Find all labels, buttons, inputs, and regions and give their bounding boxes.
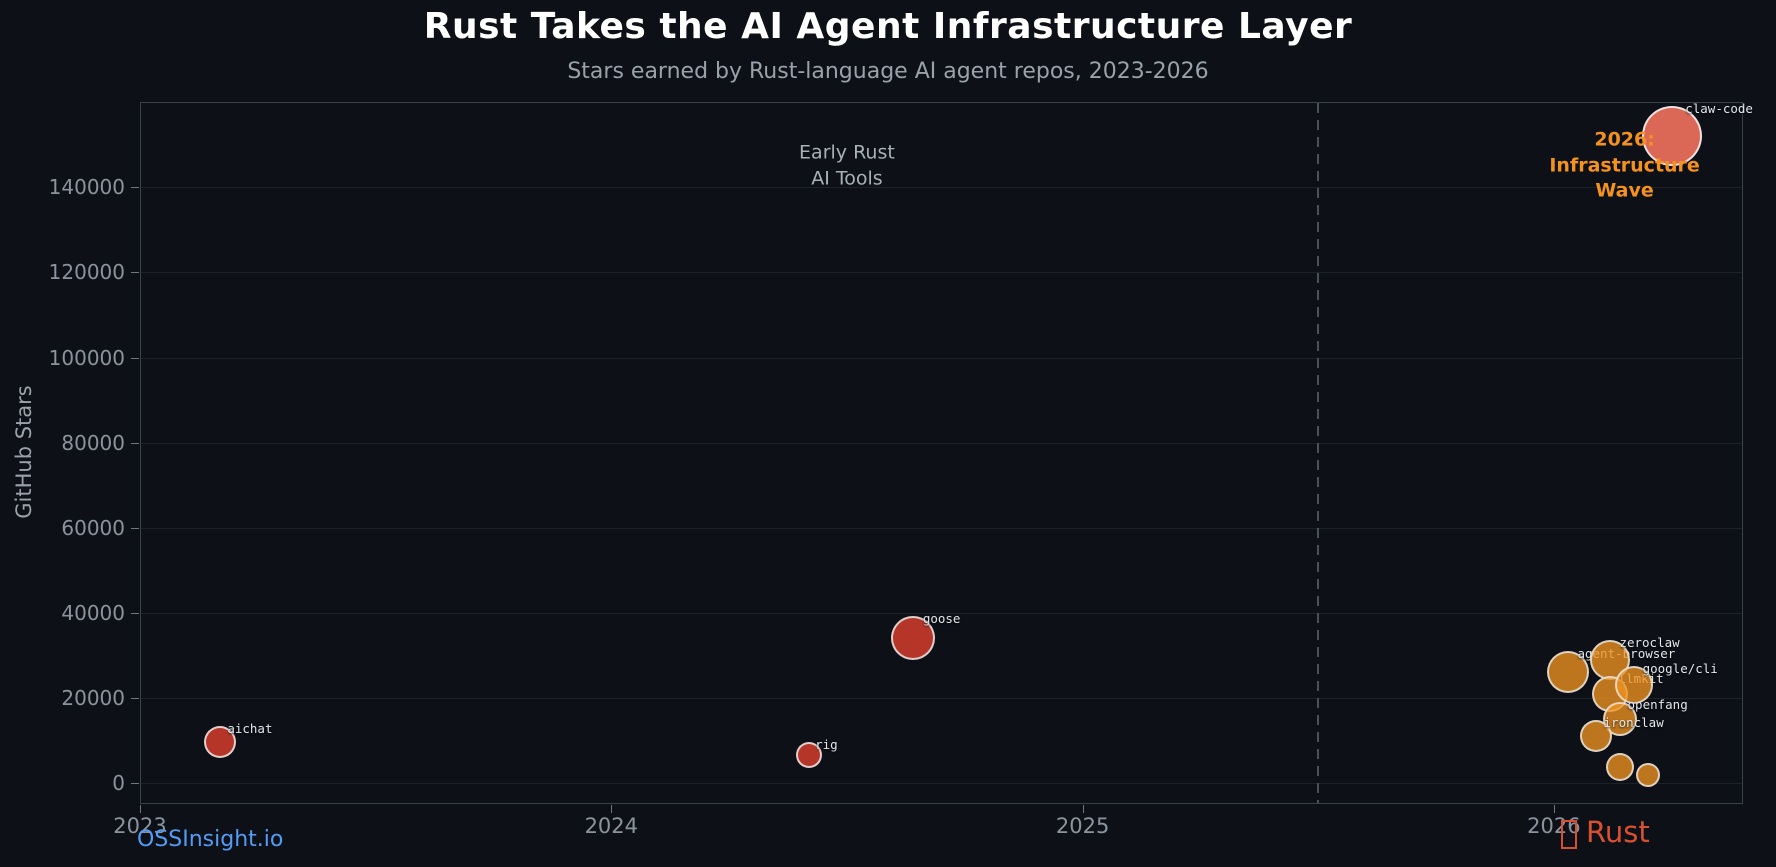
rust-brand: Rust xyxy=(1561,815,1650,849)
plot-frame xyxy=(140,102,1743,804)
gridline xyxy=(141,527,1742,529)
crab-emoji-tofu-icon xyxy=(1561,819,1577,849)
phase-divider-line xyxy=(1317,103,1320,803)
bubble-unlabeled[interactable] xyxy=(1605,752,1634,781)
bubble-label: rig xyxy=(815,736,838,752)
ossinsight-link[interactable]: OSSInsight.io xyxy=(137,827,284,852)
x-tick-label: 2026 xyxy=(1527,814,1581,838)
page-subtitle: Stars earned by Rust-language AI agent r… xyxy=(567,59,1209,84)
bubble-aichat[interactable] xyxy=(204,726,237,759)
gridline xyxy=(141,357,1742,359)
bubble-label: goose xyxy=(922,611,961,627)
annotation-infrastructure-wave: 2026: Infrastructure Wave xyxy=(1549,128,1700,202)
y-tick-mark xyxy=(131,697,139,699)
gridline xyxy=(141,272,1742,274)
bubble-ironclaw[interactable] xyxy=(1580,720,1613,753)
gridline xyxy=(141,442,1742,444)
bubble-agent-browser[interactable] xyxy=(1547,651,1590,694)
x-tick-label: 2024 xyxy=(584,814,639,838)
annotation-early-rust: Early Rust AI Tools xyxy=(799,141,895,190)
gridline xyxy=(141,187,1742,189)
x-tick-mark xyxy=(1082,805,1084,813)
rust-brand-label: Rust xyxy=(1586,815,1650,849)
y-tick-label: 60000 xyxy=(61,515,125,540)
y-tick-label: 140000 xyxy=(48,175,125,200)
bubble-google/cli[interactable] xyxy=(1615,666,1654,705)
bubble-claw-code[interactable] xyxy=(1641,106,1702,167)
y-tick-mark xyxy=(131,527,139,529)
y-tick-mark xyxy=(131,612,139,614)
bubble-label: claw-code xyxy=(1685,101,1753,117)
bubble-label: openfang xyxy=(1627,697,1688,713)
bubble-unlabeled[interactable] xyxy=(1636,762,1661,787)
y-tick-mark xyxy=(131,442,139,444)
y-tick-label: 120000 xyxy=(48,260,125,285)
gridline xyxy=(141,697,1742,699)
x-tick-mark xyxy=(140,805,141,813)
gridline xyxy=(141,612,1742,614)
x-tick-label: 2023 xyxy=(113,814,167,838)
x-tick-mark xyxy=(611,805,613,813)
x-tick-label: 2025 xyxy=(1055,814,1110,838)
bubble-goose[interactable] xyxy=(890,616,935,661)
bubble-rig[interactable] xyxy=(796,741,823,768)
y-tick-mark xyxy=(131,783,139,784)
bubble-label: google/cli xyxy=(1642,661,1718,677)
y-tick-mark xyxy=(131,187,139,189)
y-tick-mark xyxy=(131,272,139,274)
bubble-label: aichat xyxy=(227,721,273,737)
bubble-label: ironclaw xyxy=(1603,715,1664,731)
page-title: Rust Takes the AI Agent Infrastructure L… xyxy=(423,6,1353,47)
y-tick-label: 80000 xyxy=(61,430,125,455)
y-tick-mark xyxy=(131,357,139,359)
y-tick-label: 0 xyxy=(112,771,125,795)
gridline xyxy=(141,783,1742,784)
x-tick-mark xyxy=(1553,805,1555,813)
bubble-label: zeroclaw xyxy=(1619,634,1680,650)
y-tick-label: 100000 xyxy=(48,345,125,370)
y-tick-label: 20000 xyxy=(61,685,125,710)
y-tick-label: 40000 xyxy=(61,600,125,625)
